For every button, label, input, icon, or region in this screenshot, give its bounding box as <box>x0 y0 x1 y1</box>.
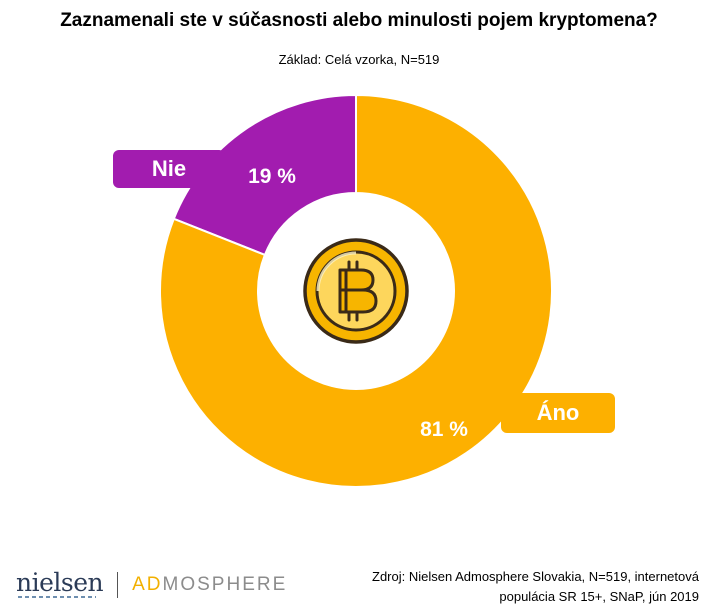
chart-title: Zaznamenali ste v súčasnosti alebo minul… <box>60 10 658 31</box>
footer-logos: nielsen ADMOSPHERE <box>16 568 287 602</box>
nielsen-logo-dots <box>18 596 96 598</box>
logo-divider <box>117 572 119 598</box>
callout-ano: Áno <box>501 393 615 433</box>
source-line-2: populácia SR 15+, SNaP, jún 2019 <box>499 589 699 604</box>
slice-ano <box>159 93 553 488</box>
callout-nie: Nie <box>113 150 225 188</box>
nielsen-logo: nielsen <box>16 567 104 597</box>
value-label-1: 81 % <box>420 418 468 441</box>
chart-subtitle: Základ: Celá vzorka, N=519 <box>278 52 440 67</box>
source-line-1: Zdroj: Nielsen Admosphere Slovakia, N=51… <box>372 569 699 584</box>
bitcoin-coin-icon <box>301 236 411 346</box>
value-label-0: 19 % <box>248 165 296 188</box>
source-note: Zdroj: Nielsen Admosphere Slovakia, N=51… <box>372 567 699 607</box>
admosphere-logo: ADMOSPHERE <box>132 574 288 595</box>
